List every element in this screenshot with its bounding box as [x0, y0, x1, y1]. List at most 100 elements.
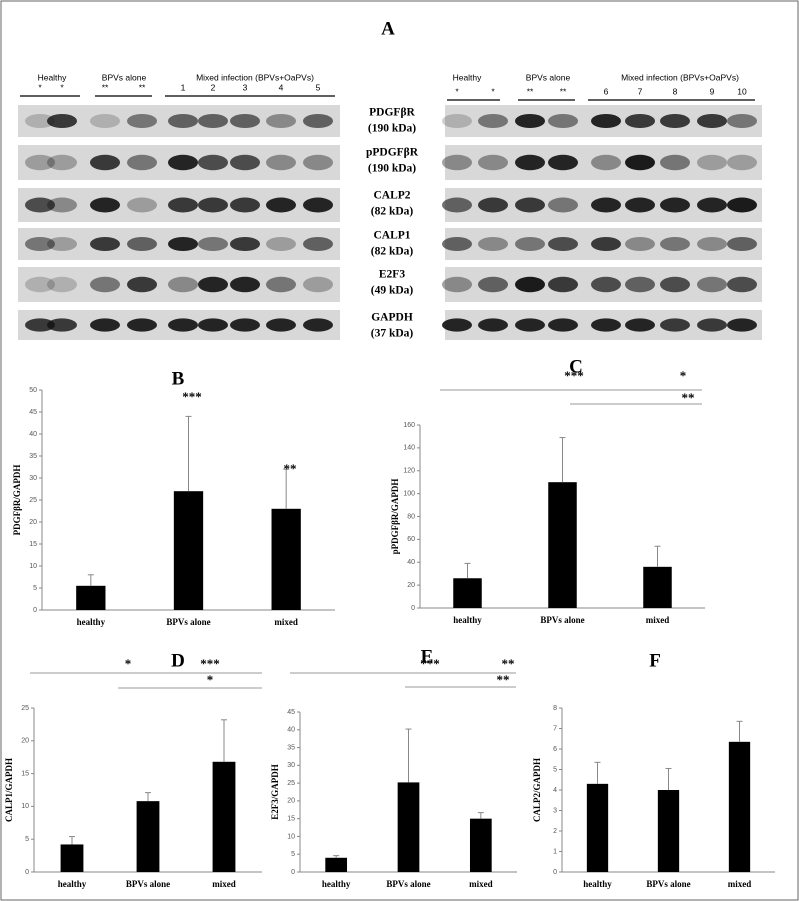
lane-label: ** [139, 82, 146, 92]
blot-band [25, 276, 55, 293]
blot-band [697, 113, 727, 129]
blot-band [697, 154, 727, 171]
blot-band [266, 318, 296, 332]
panel-label: A [381, 18, 395, 39]
blot-band [660, 318, 690, 332]
blot-band [198, 276, 228, 293]
blot-band [90, 154, 120, 171]
x-tick-label: healthy [322, 879, 351, 889]
y-tick-label: 4 [553, 787, 557, 794]
group-label: BPVs alone [102, 72, 147, 82]
blot-strip [445, 145, 762, 180]
blot-band [303, 197, 333, 213]
blot-band [697, 197, 727, 213]
blot-band [303, 113, 333, 129]
blot-band [660, 197, 690, 213]
blot-band [127, 236, 157, 252]
lane-label: 8 [673, 86, 678, 96]
lane-label: 10 [737, 86, 747, 96]
y-tick-label: 15 [21, 770, 29, 777]
blot-band [442, 318, 472, 332]
y-tick-label: 30 [287, 762, 295, 769]
protein-size: (82 kDa) [371, 246, 414, 258]
blot-band [25, 197, 55, 213]
bar [60, 844, 84, 872]
lane-label: 4 [279, 82, 284, 92]
blot-band [47, 154, 77, 171]
y-axis-label: PDGFβR/GAPDH [12, 465, 22, 536]
y-tick-label: 5 [291, 851, 295, 858]
blot-band [25, 236, 55, 252]
y-tick-label: 0 [33, 607, 37, 614]
significance-mark: * [680, 368, 687, 383]
lane-label: 1 [181, 82, 186, 92]
bar [469, 818, 492, 872]
protein-size: (37 kDa) [371, 328, 414, 340]
blot-band [548, 318, 578, 332]
protein-name: GAPDH [371, 312, 413, 324]
blot-band [90, 113, 120, 129]
blot-band [25, 113, 55, 129]
blot-band [168, 113, 198, 129]
chart-title: E [421, 646, 434, 667]
protein-name: pPDGFβR [366, 147, 419, 159]
blot-band [625, 197, 655, 213]
y-tick-label: 1 [553, 848, 557, 855]
lane-label: 7 [638, 86, 643, 96]
blot-band [727, 318, 757, 332]
y-tick-label: 60 [407, 536, 415, 543]
y-tick-label: 160 [403, 422, 415, 429]
y-axis-label: pPDGFβR/GAPDH [390, 479, 400, 555]
y-tick-label: 40 [287, 727, 295, 734]
blot-band [168, 318, 198, 332]
blot-band [266, 276, 296, 293]
lane-label: 3 [243, 82, 248, 92]
chart-title: B [172, 368, 185, 389]
y-axis-label: E2F3/GAPDH [270, 764, 280, 820]
significance-mark: ** [502, 656, 515, 671]
blot-band [548, 113, 578, 129]
bar [271, 508, 301, 610]
y-tick-label: 5 [33, 585, 37, 592]
blot-band [266, 236, 296, 252]
y-tick-label: 40 [407, 559, 415, 566]
protein-size: (49 kDa) [371, 285, 414, 297]
lane-label: ** [560, 86, 567, 96]
bar [586, 783, 609, 872]
y-tick-label: 40 [29, 431, 37, 438]
protein-name: PDGFβR [369, 107, 415, 119]
y-tick-label: 20 [29, 519, 37, 526]
y-tick-label: 10 [21, 803, 29, 810]
bar [212, 761, 236, 872]
protein-name: CALP1 [373, 230, 410, 242]
y-tick-label: 35 [29, 453, 37, 460]
chart-title: D [171, 650, 185, 671]
blot-band [230, 197, 260, 213]
blot-band [90, 276, 120, 293]
lane-label: ** [102, 82, 109, 92]
y-tick-label: 15 [29, 541, 37, 548]
blot-band [727, 154, 757, 171]
blot-band [660, 236, 690, 252]
y-tick-label: 6 [553, 746, 557, 753]
bar [453, 578, 482, 608]
blot-band [442, 236, 472, 252]
blot-band [660, 154, 690, 171]
y-tick-label: 80 [407, 513, 415, 520]
blot-band [625, 236, 655, 252]
x-tick-label: BPVs alone [386, 879, 430, 889]
blot-band [478, 318, 508, 332]
blot-band [442, 276, 472, 293]
significance-mark: ** [682, 390, 695, 405]
blot-band [591, 318, 621, 332]
y-tick-label: 45 [29, 409, 37, 416]
blot-band [515, 236, 545, 252]
blot-band [168, 197, 198, 213]
y-tick-label: 20 [287, 798, 295, 805]
blot-band [198, 113, 228, 129]
lane-label: * [491, 86, 495, 96]
blot-band [727, 276, 757, 293]
blot-band [478, 236, 508, 252]
x-tick-label: mixed [212, 879, 236, 889]
blot-band [591, 197, 621, 213]
